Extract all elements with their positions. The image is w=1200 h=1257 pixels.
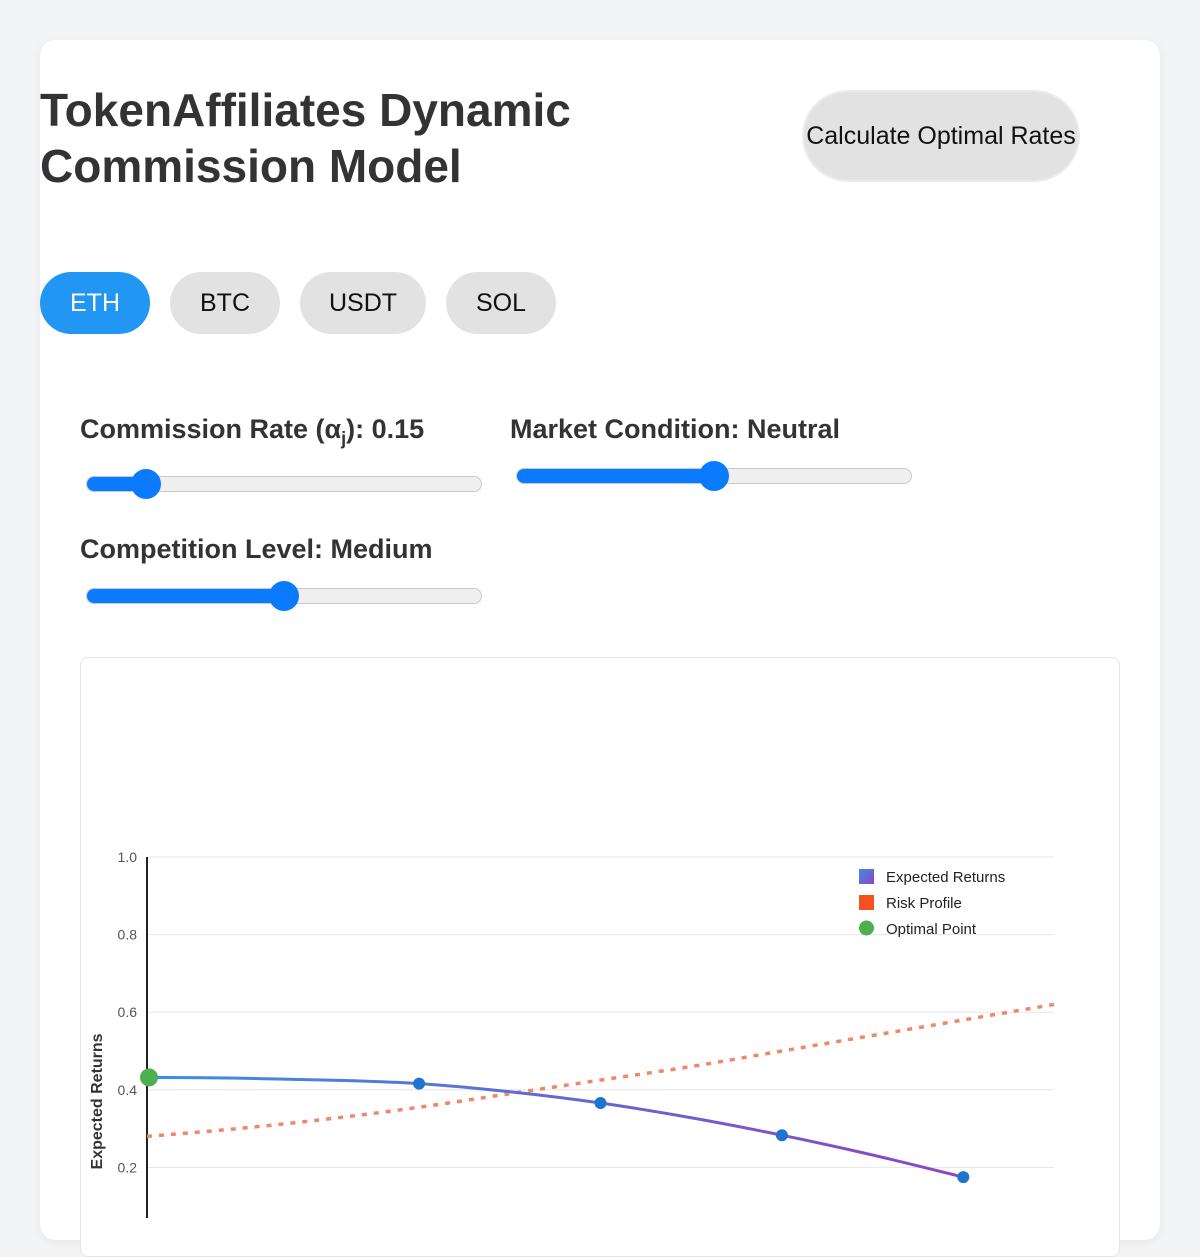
legend-swatch-risk (859, 895, 874, 910)
calculate-optimal-rates-button[interactable]: Calculate Optimal Rates (802, 90, 1080, 182)
y-tick-label: 0.6 (118, 1004, 138, 1020)
token-tab-sol[interactable]: SOL (446, 272, 556, 334)
market-condition-label: Market Condition: Neutral (510, 414, 841, 444)
market-slider-thumb[interactable] (699, 461, 729, 491)
expected-returns-line (146, 1075, 964, 1179)
legend-swatch-expected (859, 869, 874, 884)
commission-label-prefix: Commission Rate (α (80, 414, 342, 444)
y-tick-label: 1.0 (118, 849, 138, 865)
market-condition-slider[interactable] (516, 461, 912, 491)
competition-level-label: Competition Level: Medium (80, 534, 433, 564)
token-tab-btc[interactable]: BTC (170, 272, 280, 334)
optimal-point (140, 1068, 158, 1087)
y-axis-title: Expected Returns (89, 1033, 106, 1169)
chart-container: 0.2 0.4 0.6 0.8 1.0 Expected Returns Expected … (80, 657, 1120, 1257)
legend-label-risk: Risk Profile (886, 895, 962, 912)
returns-chart: 0.2 0.4 0.6 0.8 1.0 Expected Returns Expected … (89, 849, 1055, 1218)
legend-swatch-optimal (859, 920, 874, 936)
y-tick-label: 0.4 (118, 1082, 138, 1098)
data-point (775, 1129, 788, 1142)
competition-slider-fill (87, 589, 284, 603)
competition-slider-thumb[interactable] (269, 581, 299, 611)
commission-label-sub: j (341, 428, 347, 449)
token-tabs: ETH BTC USDT SOL (40, 272, 576, 334)
data-point (594, 1096, 607, 1109)
token-tab-eth[interactable]: ETH (40, 272, 150, 334)
commission-rate-label: Commission Rate (αj): 0.15 (80, 414, 424, 449)
competition-level-slider[interactable] (86, 581, 482, 611)
commission-label-suffix: ): 0.15 (346, 414, 425, 444)
y-tick-label: 0.8 (118, 927, 138, 943)
data-point (413, 1077, 426, 1090)
data-point (957, 1171, 970, 1184)
token-tab-usdt[interactable]: USDT (300, 272, 426, 334)
risk-profile-line (146, 1002, 1055, 1139)
legend-label-optimal: Optimal Point (886, 921, 977, 938)
commission-rate-slider[interactable] (86, 469, 482, 499)
legend-label-expected: Expected Returns (886, 869, 1005, 886)
market-slider-fill (517, 469, 714, 483)
commission-slider-thumb[interactable] (131, 469, 162, 499)
page-title: TokenAffiliates Dynamic Commission Model (40, 84, 571, 192)
y-tick-label: 0.2 (118, 1159, 138, 1175)
